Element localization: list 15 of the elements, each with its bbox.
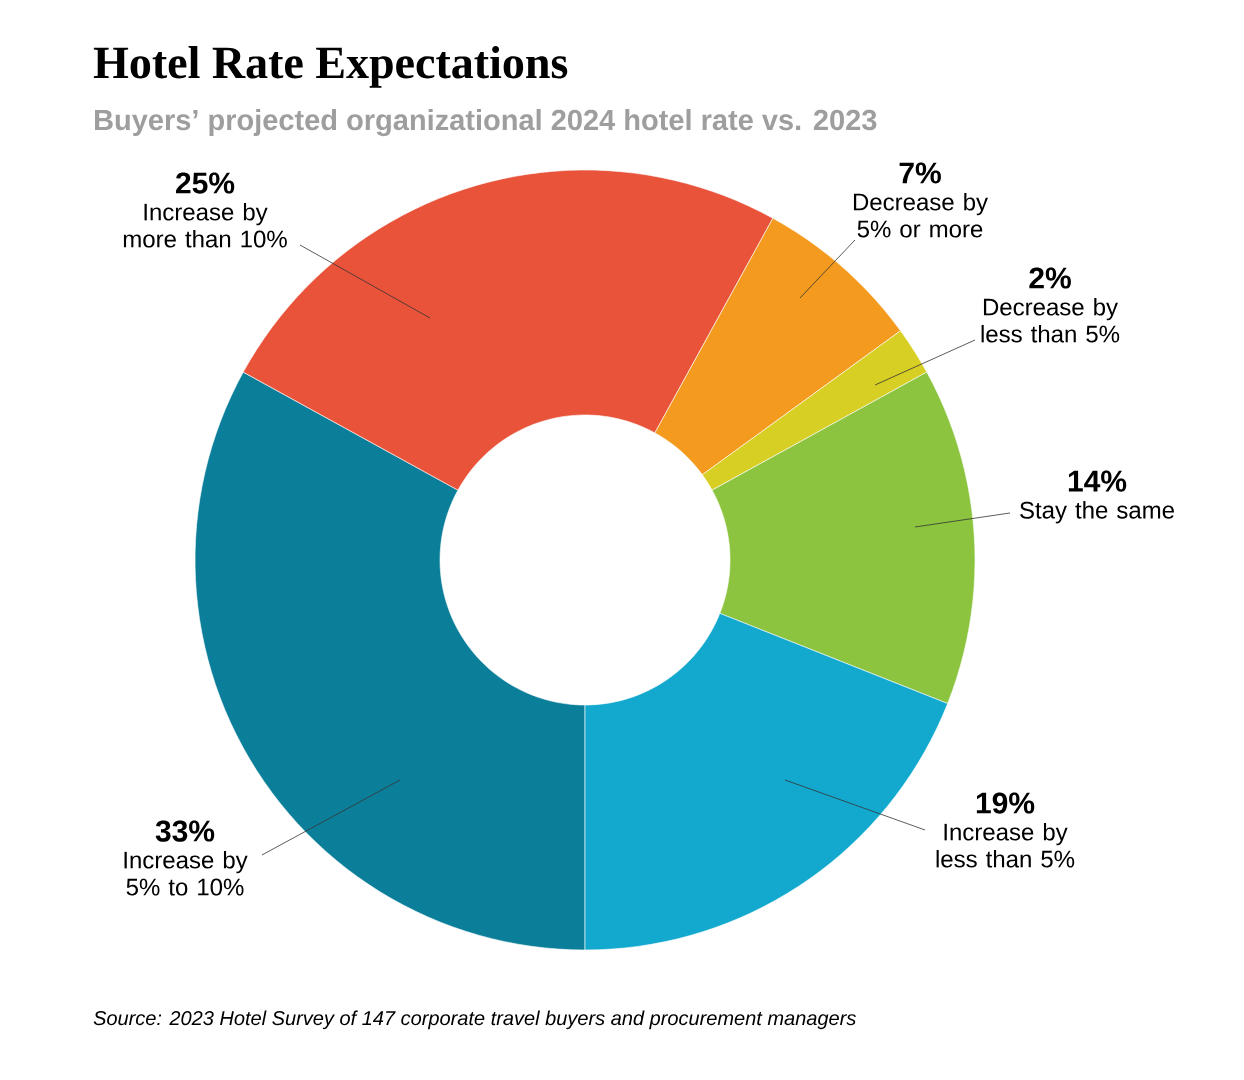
chart-subtitle: Buyers’ projected organizational 2024 hotel rate vs. 2023 <box>95 108 877 137</box>
data-label: 25% <box>176 172 235 194</box>
slice-label: Increase by 5% to 10% <box>124 850 248 896</box>
slice-label: Decrease by less than 5% <box>981 297 1120 343</box>
data-label: 2% <box>1029 267 1071 289</box>
chart-title: Hotel Rate Expectations <box>93 46 568 88</box>
data-label: 14% <box>1068 470 1127 492</box>
slice-label: Decrease by 5% or more <box>853 192 988 238</box>
slice-label: Increase by less than 5% <box>936 822 1075 868</box>
data-label: 19% <box>976 792 1035 814</box>
slice-label: Stay the same <box>1020 501 1174 524</box>
data-label: 33% <box>155 820 215 842</box>
slice-label: Increase by more than 10% <box>123 202 287 248</box>
source-note: Source: 2023 Hotel Survey of 147 corporate travel buyers and procurement managers <box>93 1010 856 1030</box>
data-label: 7% <box>899 162 941 184</box>
